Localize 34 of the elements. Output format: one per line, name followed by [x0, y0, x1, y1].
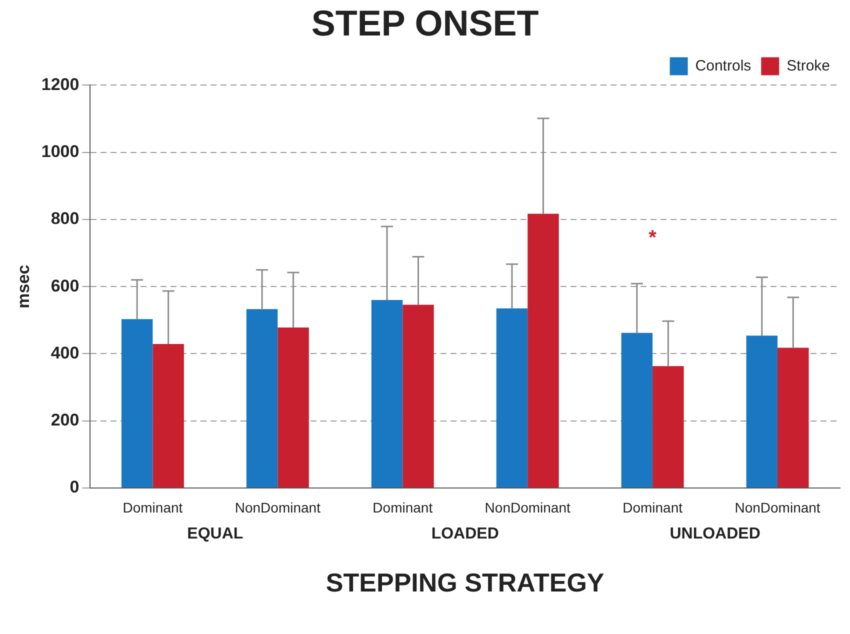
- bar: [402, 304, 434, 488]
- bar: [621, 332, 653, 488]
- x-tick-label: NonDominant: [484, 499, 570, 516]
- bar: [246, 309, 278, 488]
- text: LOADED: [431, 525, 499, 542]
- bar: [778, 348, 809, 488]
- y-tick-label: 1200: [41, 74, 80, 94]
- y-tick-label: 1000: [41, 142, 80, 162]
- bar: [746, 336, 778, 488]
- bar: [371, 300, 403, 488]
- annotation: *: [648, 227, 657, 250]
- bar: [528, 214, 559, 488]
- x-tick-label: Dominant: [372, 499, 433, 516]
- text: UNLOADED: [670, 525, 760, 542]
- y-tick-label: 0: [70, 478, 80, 497]
- x-tick-label: Dominant: [622, 499, 683, 516]
- x-axis-title: STEPPING STRATEGY: [326, 568, 604, 598]
- bar: [652, 366, 684, 488]
- y-tick-label: 800: [50, 209, 80, 228]
- legend-label: Stroke: [786, 57, 830, 74]
- x-tick-label: NonDominant: [734, 499, 820, 516]
- y-tick-label: 600: [50, 276, 80, 296]
- legend-label: Controls: [695, 57, 752, 74]
- bar: [152, 344, 184, 488]
- x-tick-label: NonDominant: [234, 499, 321, 516]
- y-axis-title: msec: [14, 264, 33, 308]
- bar: [278, 328, 309, 488]
- y-tick-label: 400: [50, 343, 80, 362]
- bar: [496, 308, 528, 488]
- text: EQUAL: [187, 525, 244, 542]
- x-tick-label: Dominant: [122, 499, 183, 516]
- chart-title: STEP ONSET: [311, 2, 539, 44]
- y-tick-label: 200: [50, 410, 80, 430]
- bar: [121, 319, 153, 488]
